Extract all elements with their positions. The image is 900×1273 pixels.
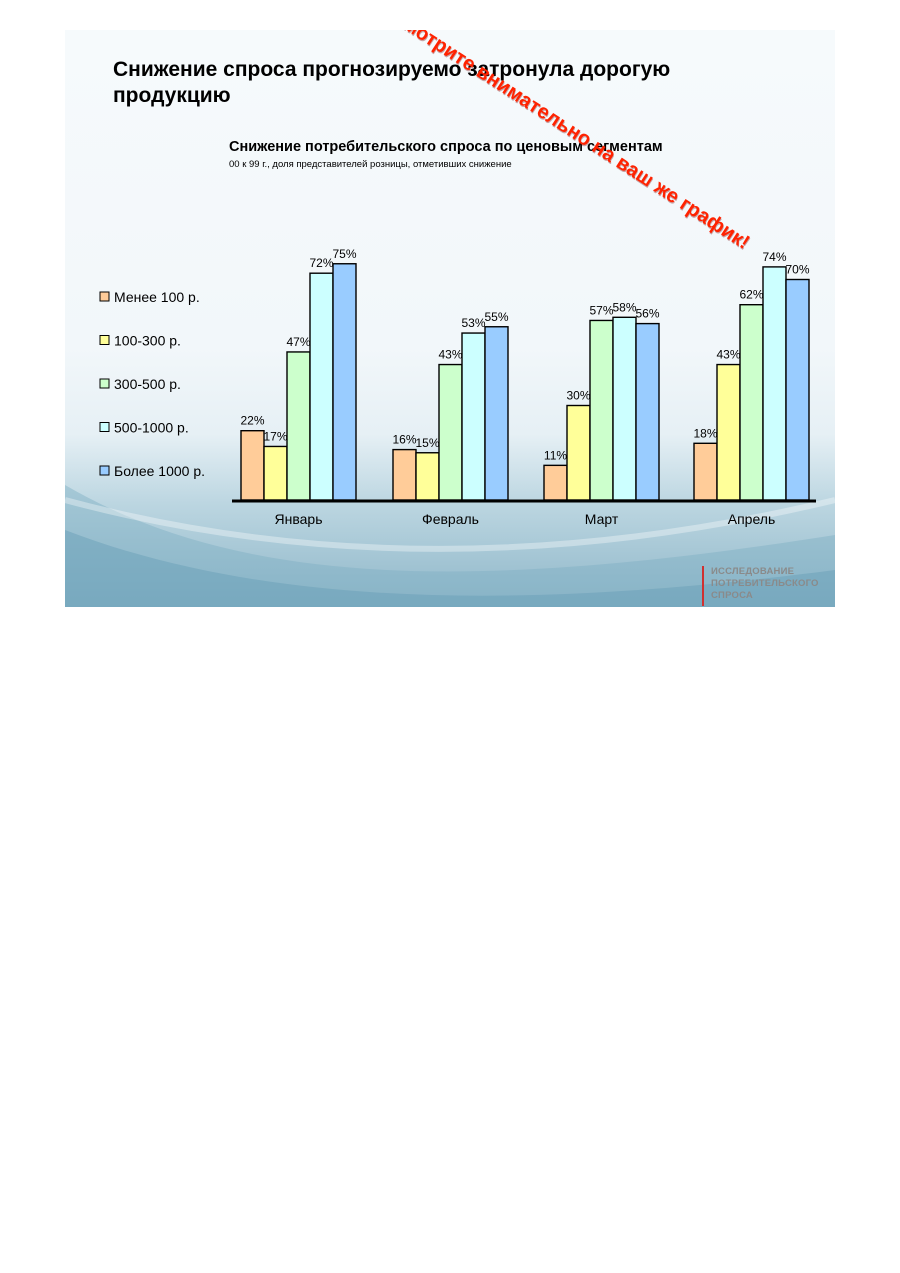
bar-1-4	[309, 272, 334, 501]
bar-4-1	[693, 442, 718, 501]
x-tick-label-1: Январь	[275, 511, 323, 527]
bar-label-4-4: 74%	[762, 250, 786, 264]
slide: Снижение спроса прогнозируемо затронула …	[65, 30, 835, 607]
bar-3-1	[543, 464, 568, 501]
bar-label-4-3: 62%	[739, 288, 763, 302]
legend-swatch-3	[99, 378, 110, 389]
bar-label-2-1: 16%	[392, 433, 416, 447]
x-tick-label-4: Апрель	[728, 511, 776, 527]
bar-label-1-5: 75%	[332, 247, 356, 261]
chart-title: Снижение потребительского спроса по цено…	[229, 139, 663, 155]
bar-2-5	[484, 326, 509, 501]
bar-4-2	[716, 363, 741, 501]
legend-swatch-5	[99, 465, 110, 476]
chart-subtitle: 00 к 99 г., доля представителей розницы,…	[229, 159, 512, 170]
bar-label-1-1: 22%	[240, 414, 264, 428]
footer-line-1: ИССЛЕДОВАНИЕ	[711, 566, 795, 577]
legend-swatch-4	[99, 422, 110, 432]
bar-1-5	[332, 263, 357, 501]
bar-3-5	[635, 322, 660, 501]
bar-4-5	[785, 278, 810, 501]
bar-1-1	[240, 430, 265, 501]
legend-swatch-2	[99, 335, 110, 345]
bar-2-3	[438, 363, 463, 501]
bar-label-3-1: 11%	[544, 448, 567, 462]
bar-3-3	[589, 319, 614, 501]
bar-1-2	[263, 445, 288, 501]
bar-label-1-2: 17%	[263, 429, 287, 443]
footer-line-3: СПРОСА	[711, 590, 753, 601]
bar-3-2	[566, 404, 591, 501]
legend-swatch-1	[99, 291, 110, 302]
bar-4-3	[739, 304, 764, 501]
legend-label-5: Более 1000 р.	[114, 463, 205, 479]
slide-title: Снижение спроса прогнозируемо затронула …	[113, 58, 671, 107]
bar-label-4-1: 18%	[693, 426, 717, 440]
bar-label-3-5: 56%	[635, 307, 659, 321]
bar-1-3	[286, 351, 311, 501]
bar-chart: 22%17% 47% 72%75% Январь 16%15% 43% 53%55% Февр…	[99, 247, 816, 527]
bar-label-2-3: 43%	[438, 348, 462, 362]
bar-4-4	[762, 266, 787, 501]
legend-label-3: 300-500 р.	[114, 376, 181, 392]
legend-label-1: Менее 100 р.	[114, 289, 200, 305]
bar-2-2	[415, 452, 440, 501]
legend-label-4: 500-1000 р.	[114, 420, 189, 436]
bar-label-3-2: 30%	[566, 389, 590, 403]
bar-2-1	[392, 448, 417, 501]
bar-label-1-3: 47%	[286, 335, 310, 349]
footer-line-2: ПОТРЕБИТЕЛЬСКОГО	[711, 578, 819, 589]
x-tick-label-2: Февраль	[422, 511, 479, 527]
x-tick-label-3: Март	[585, 511, 619, 527]
bar-label-2-2: 15%	[415, 436, 439, 450]
bar-3-4	[612, 316, 637, 501]
bar-label-1-4: 72%	[309, 256, 333, 270]
bar-label-3-3: 57%	[589, 303, 613, 317]
legend-label-2: 100-300 р.	[114, 333, 181, 349]
bar-label-4-5: 70%	[785, 263, 809, 277]
bar-label-3-4: 58%	[612, 300, 636, 314]
slide-background-wave	[65, 485, 835, 607]
bar-label-2-5: 55%	[484, 310, 508, 324]
bar-2-4	[461, 332, 486, 501]
footer-brand: ИССЛЕДОВАНИЕ ПОТРЕБИТЕЛЬСКОГО СПРОСА	[702, 566, 819, 606]
bar-label-4-2: 43%	[716, 348, 740, 362]
bar-label-2-4: 53%	[461, 316, 485, 330]
